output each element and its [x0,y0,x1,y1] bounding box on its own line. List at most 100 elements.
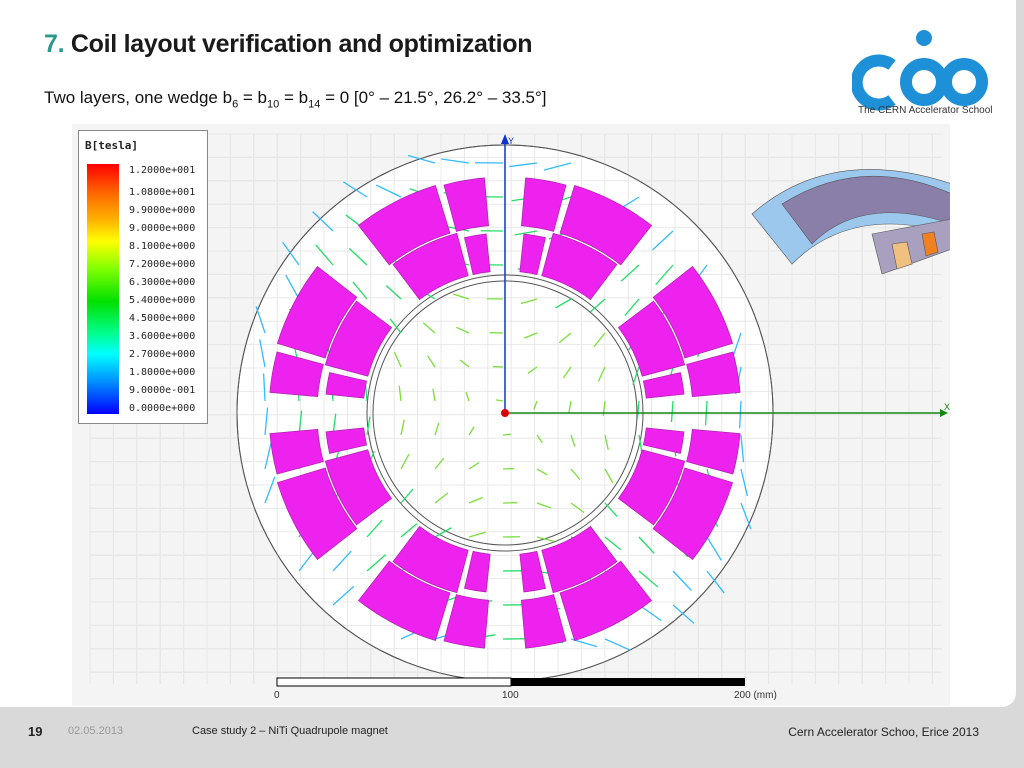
coil-block [617,300,686,377]
coil-block [357,560,451,642]
legend-value: 0.0000e+000 [129,403,196,414]
x-axis-label: X [944,402,950,412]
field-arrow [740,468,749,497]
sub-3: 14 [308,98,321,111]
sub-eq2: = b [279,88,309,107]
field-arrow [468,461,480,470]
field-arrow [332,550,352,572]
field-arrow [597,366,606,382]
field-arrow [441,158,470,164]
coil-block [443,177,489,232]
field-arrow [434,527,452,538]
field-arrow [624,298,640,317]
cas-logo [852,30,988,111]
field-arrow [385,285,402,300]
coil-block [559,184,653,266]
field-arrow [315,244,334,266]
footer-case: Case study 2 – NiTi Quadrupole magnet [192,725,388,737]
field-arrow [352,281,368,300]
field-arrow [570,468,581,480]
field-arrow [366,519,383,538]
field-arrow [632,366,640,385]
field-arrow [427,355,436,368]
legend-value: 6.3000e+000 [129,277,196,288]
coil-block [541,525,618,594]
field-arrow [502,433,512,436]
field-arrow [593,332,606,348]
coil-block [276,467,358,561]
field-arrow [400,454,410,470]
field-arrow [706,536,722,561]
field-arrow [434,422,440,436]
coil-block [392,525,469,594]
field-arrow [375,184,402,198]
field-arrow [434,457,445,470]
field-arrow [264,407,269,436]
field-arrow [255,306,266,334]
legend-value: 7.2000e+000 [129,259,196,270]
coil-block [357,184,451,266]
field-arrow [400,523,418,538]
field-arrow [348,248,368,266]
field-arrow [456,326,470,334]
legend-value: 4.5000e+000 [129,313,196,324]
slide-title: 7. Coil layout verification and optimiza… [44,30,533,59]
field-arrow [638,434,643,454]
coil-3d-part [921,231,939,257]
field-arrow [527,366,538,374]
field-arrow [452,293,470,300]
coil-block [324,300,393,377]
field-arrow [604,502,618,517]
sub-prefix: Two layers, one wedge b [44,88,233,107]
coil-block [464,550,491,593]
field-arrow [422,322,436,334]
coil-block [642,372,685,399]
legend-colorbar [87,164,119,414]
field-arrow [389,318,402,334]
field-arrow [432,388,436,402]
footer-date: 02.05.2013 [68,725,124,737]
coil-block [521,177,567,232]
field-arrow [558,332,572,344]
coil-block [519,233,546,276]
field-arrow [434,492,449,504]
field-arrow [536,536,555,543]
field-arrow [400,488,414,504]
field-arrow [589,298,606,313]
field-arrow [638,604,662,622]
field-arrow [636,400,640,420]
page-number: 19 [28,724,43,739]
scale-label-200: 200 (mm) [734,690,777,701]
field-arrow [393,351,402,368]
field-arrow [407,154,436,164]
legend-value: 1.0800e+001 [129,187,196,198]
field-arrow [536,502,551,509]
coil-block [464,233,491,276]
footer-event: Cern Accelerator Schoo, Erice 2013 [788,725,979,739]
field-arrow [495,399,504,402]
x-axis-arrow-icon [940,409,948,417]
legend-value: 8.1000e+000 [129,241,196,252]
legend-value: 9.9000e+000 [129,205,196,216]
field-arrow [332,585,355,606]
sub-2: 10 [267,98,280,111]
coil-block [269,351,324,397]
field-arrow [570,502,585,514]
field-arrow [638,570,659,588]
legend-value: 2.7000e+000 [129,349,196,360]
color-legend: B[tesla] 1.2000e+001 1.0800e+001 9.9000e+0… [78,130,208,424]
coil-3d-part [891,241,913,270]
coil-block [443,594,489,649]
field-arrow [672,604,695,624]
coil-block [269,429,324,475]
title-text: Coil layout verification and optimizatio… [70,30,533,58]
field-arrow [282,241,300,266]
field-arrow [259,339,266,368]
legend-title: B[tesla] [85,139,138,152]
field-arrow [620,264,640,282]
field-arrow [570,434,576,447]
origin-marker [501,409,509,417]
field-arrow [285,274,300,300]
slide-subtitle: Two layers, one wedge b6 = b10 = b14 = 0… [44,88,547,110]
